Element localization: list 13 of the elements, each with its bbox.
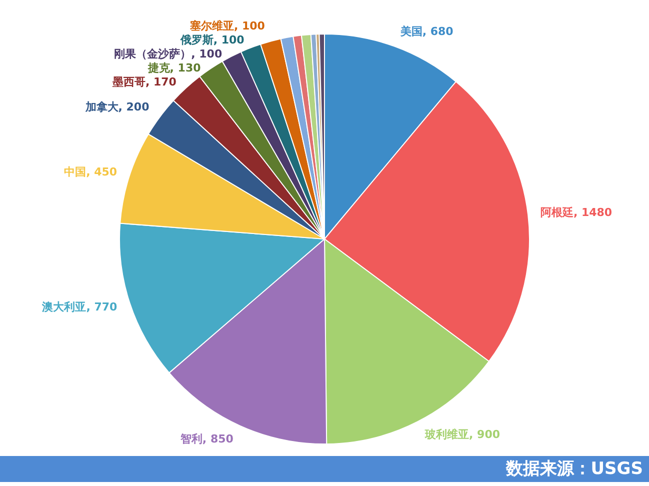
source-note: 数据来源：USGS: [0, 456, 649, 482]
slice-label: 俄罗斯, 100: [179, 34, 245, 47]
slice-label: 墨西哥, 170: [111, 76, 177, 89]
slice-label: 中国, 450: [64, 166, 118, 179]
slice-label: 美国, 680: [399, 25, 454, 38]
slice-label: 阿根廷, 1480: [540, 206, 612, 220]
slice-label: 加拿大, 200: [84, 100, 150, 114]
slice-label: 澳大利亚, 770: [41, 300, 118, 314]
slice-label: 智利, 850: [179, 432, 234, 446]
slice-label: 玻利维亚, 900: [424, 428, 500, 442]
slice-label: 捷克, 130: [146, 62, 202, 75]
slice-label: 刚果（金沙萨）, 100: [114, 48, 222, 61]
slice-label: 塞尔维亚, 100: [188, 20, 266, 33]
